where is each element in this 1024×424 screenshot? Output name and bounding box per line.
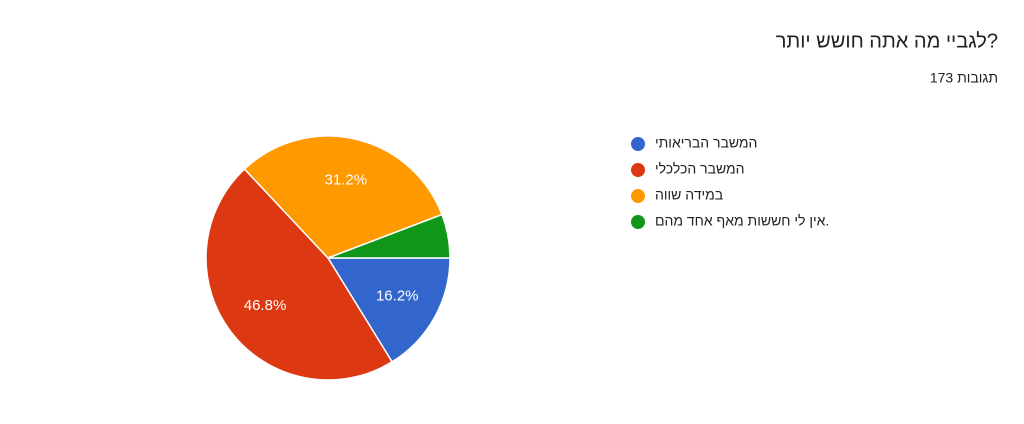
- legend-label: אין לי חששות מאף אחד מהם.: [655, 213, 829, 229]
- pie-slice: [326, 257, 451, 363]
- legend-label: המשבר הבריאותי: [655, 135, 757, 151]
- pie-slice: [243, 135, 443, 259]
- chart-title: לגביי מה אתה חושש יותר?: [776, 30, 998, 52]
- legend-label: המשבר הכלכלי: [655, 161, 745, 177]
- pie-slice: [327, 213, 451, 259]
- chart-subtitle: 173 תגובות: [930, 70, 998, 86]
- value-label: 46.8%: [244, 297, 287, 314]
- legend-label: במידה שווה: [655, 187, 723, 203]
- legend-marker: [631, 137, 645, 151]
- legend-marker: [631, 163, 645, 177]
- value-label: 31.2%: [325, 172, 368, 189]
- pie-slice: [205, 168, 394, 381]
- legend-marker: [631, 215, 645, 229]
- legend-marker: [631, 189, 645, 203]
- value-label: 16.2%: [376, 288, 419, 305]
